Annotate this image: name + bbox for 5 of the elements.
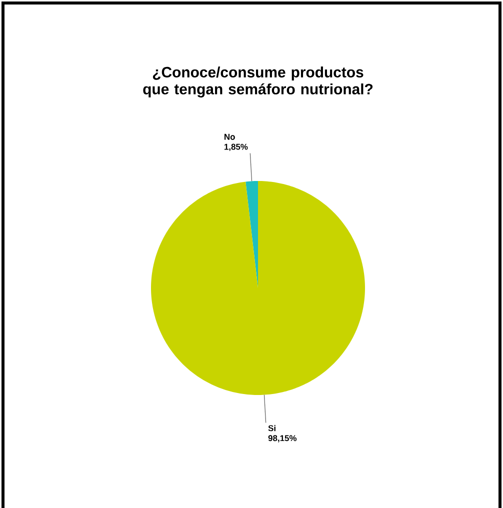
chart-title: ¿Conoce/consume productos que tengan semáforo nutrional?: [143, 66, 373, 98]
data-label: 1,85%: [224, 144, 248, 152]
data-label: 98,15%: [268, 435, 297, 442]
slice-label: No: [224, 134, 235, 140]
slice-label: Si: [268, 424, 276, 432]
